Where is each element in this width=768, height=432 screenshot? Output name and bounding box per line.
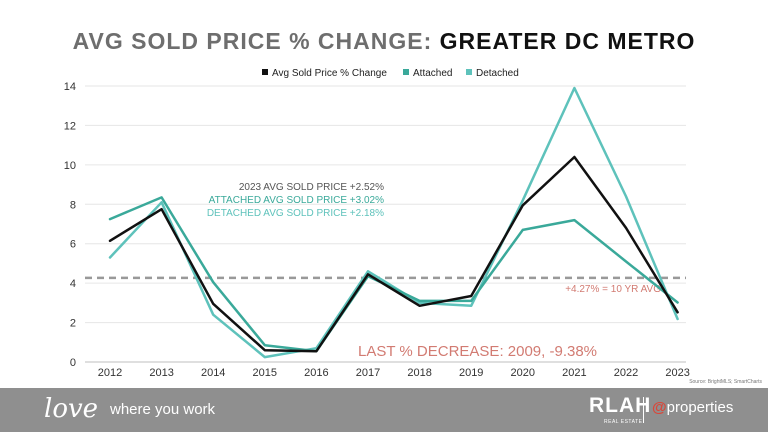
source-note: Source: BrightMLS; SmartCharts	[689, 379, 762, 385]
x-axis-ticks: 2012 2013 2014 2015 2016 2017 2018 2019 2020 2021…	[98, 367, 690, 379]
chart-annotations: 2023 AVG SOLD PRICE +2.52% ATTACHED AVG S…	[207, 182, 763, 385]
legend-swatch-avg-sold-price-change	[262, 69, 268, 75]
series-line-avg-sold-price-change	[108, 155, 679, 353]
y-tick-label: 10	[64, 160, 76, 172]
y-tick-label: 0	[70, 357, 76, 369]
x-tick-label: 2019	[459, 367, 483, 379]
summary-annotation: DETACHED AVG SOLD PRICE +2.18%	[207, 208, 384, 219]
properties-logo: @properties	[652, 399, 733, 416]
x-tick-label: 2017	[356, 367, 380, 379]
chart-title: AVG SOLD PRICE % CHANGE: GREATER DC METR…	[0, 28, 768, 55]
reference-line-group: +4.27% = 10 YR AVG	[85, 276, 686, 295]
y-tick-label: 4	[70, 278, 76, 290]
footer-bar: love where you work RLAH REAL ESTATE @pr…	[0, 388, 768, 432]
properties-logo-text: properties	[666, 399, 734, 416]
x-tick-label: 2020	[511, 367, 535, 379]
legend-label-attached: Attached	[413, 68, 452, 79]
legend-swatch-detached	[466, 69, 472, 75]
x-tick-label: 2012	[98, 367, 122, 379]
summary-annotation: ATTACHED AVG SOLD PRICE +3.02%	[209, 195, 384, 206]
x-tick-label: 2021	[562, 367, 586, 379]
x-tick-label: 2015	[253, 367, 277, 379]
series-line-detached	[108, 86, 679, 359]
grid-lines	[85, 85, 686, 363]
chart-title-region: GREATER DC METRO	[439, 28, 696, 54]
footer-separator	[643, 397, 644, 423]
summary-annotation: 2023 AVG SOLD PRICE +2.52%	[239, 182, 384, 193]
y-tick-label: 8	[70, 199, 76, 211]
rlah-logo: RLAH	[589, 394, 652, 417]
legend-label-avg-sold-price-change: Avg Sold Price % Change	[272, 68, 387, 79]
footer-tagline: where you work	[110, 401, 216, 418]
series-lines	[108, 86, 679, 359]
x-tick-label: 2018	[407, 367, 431, 379]
y-tick-label: 2	[70, 318, 76, 330]
y-tick-label: 14	[64, 81, 76, 93]
reference-line-label: +4.27% = 10 YR AVG	[565, 284, 661, 295]
chart-title-prefix: AVG SOLD PRICE % CHANGE:	[72, 28, 433, 54]
y-axis-ticks: 0 2 4 6 8 10 12 14	[64, 81, 76, 369]
x-tick-label: 2013	[149, 367, 173, 379]
x-tick-label: 2014	[201, 367, 225, 379]
legend-swatch-attached	[403, 69, 409, 75]
x-tick-label: 2022	[614, 367, 638, 379]
chart-legend: Avg Sold Price % Change Attached Detached	[262, 68, 519, 79]
line-chart: 0 2 4 6 8 10 12 14 2012 2013 2014 2015 2016 2017 2018…	[64, 68, 763, 385]
rlah-logo-subtitle: REAL ESTATE	[604, 419, 643, 425]
x-tick-label: 2023	[665, 367, 689, 379]
x-tick-label: 2016	[304, 367, 328, 379]
last-decrease-annotation: LAST % DECREASE: 2009, -9.38%	[358, 343, 597, 360]
y-tick-label: 6	[70, 239, 76, 251]
properties-at-sign: @	[652, 399, 667, 416]
legend-label-detached: Detached	[476, 68, 519, 79]
series-line-attached	[108, 196, 679, 353]
love-logo: love	[44, 394, 99, 424]
y-tick-label: 12	[64, 120, 76, 132]
